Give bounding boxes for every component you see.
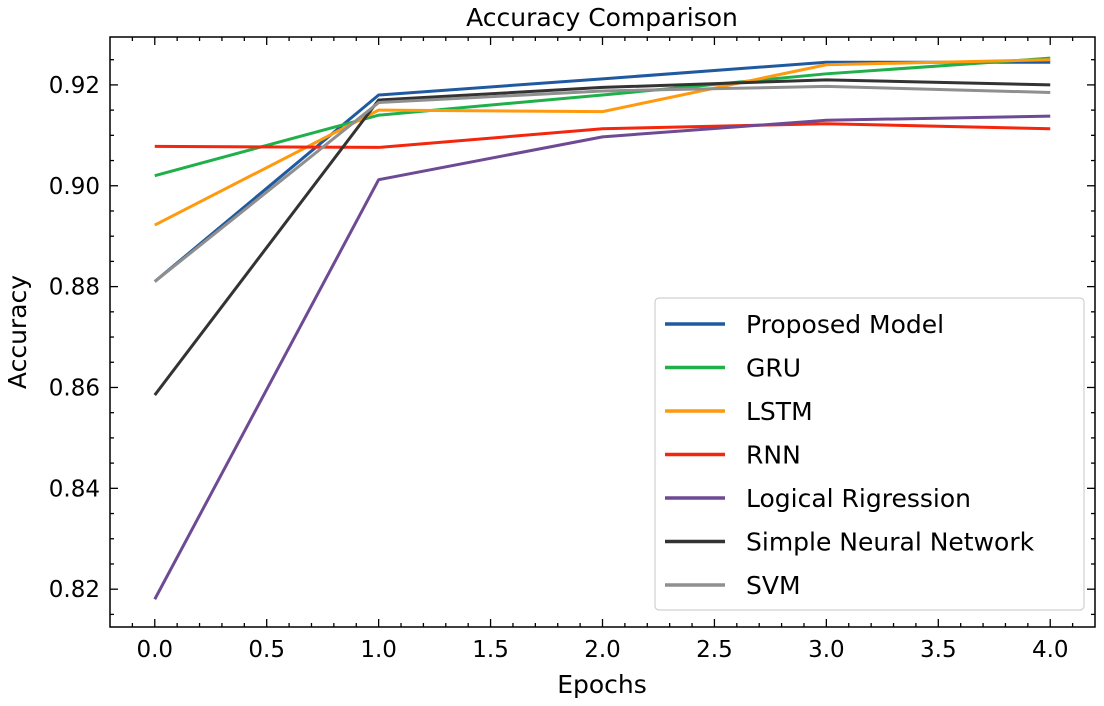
- x-tick-label: 3.5: [920, 637, 957, 663]
- legend-label-simple-neural-network: Simple Neural Network: [746, 528, 1035, 557]
- x-tick-label: 4.0: [1032, 637, 1069, 663]
- x-tick-label: 0.5: [248, 637, 285, 663]
- series-line-lstm: [154, 58, 1051, 227]
- x-tick-label: 2.0: [584, 637, 621, 663]
- series-line-logical-rigression: [153, 114, 1051, 600]
- y-tick-label: 0.92: [49, 73, 100, 99]
- legend-box: [654, 297, 1085, 611]
- legend-label-svm: SVM: [746, 571, 801, 600]
- legend-label-proposed-model: Proposed Model: [746, 310, 944, 339]
- x-tick-label: 3.0: [808, 637, 845, 663]
- y-tick-label: 0.84: [49, 476, 100, 502]
- y-tick-label: 0.82: [49, 577, 100, 603]
- plot-frame: [109, 36, 1096, 628]
- series-line-gru: [154, 56, 1051, 178]
- legend-label-logical-rigression: Logical Rigression: [746, 484, 971, 513]
- y-tick-label: 0.90: [49, 174, 100, 200]
- series-line-simple-neural-network: [153, 78, 1051, 396]
- series-line-svm: [153, 84, 1051, 283]
- y-axis-label: Accuracy: [3, 275, 32, 389]
- x-axis-label: Epochs: [557, 670, 647, 699]
- x-tick-label: 1.5: [472, 637, 509, 663]
- x-tick-label: 2.5: [696, 637, 733, 663]
- legend-label-gru: GRU: [746, 354, 801, 383]
- x-tick-label: 0.0: [136, 637, 173, 663]
- axis-ticks: 0.0 0.5 1.0 1.5 2.0 2.5 3.0 3.5 4.0 0.82 0.84 0.86 0…: [49, 37, 1095, 663]
- legend-label-rnn: RNN: [746, 441, 801, 470]
- y-tick-label: 0.86: [49, 375, 100, 401]
- y-tick-label: 0.88: [49, 275, 100, 301]
- series-line-rnn: [154, 122, 1051, 149]
- chart-title: Accuracy Comparison: [466, 3, 738, 32]
- legend-label-lstm: LSTM: [746, 397, 813, 426]
- legend: Proposed Model GRU LSTM RNN Logical Rigressi…: [654, 297, 1085, 611]
- x-tick-label: 1.0: [360, 637, 397, 663]
- series-lines: [153, 56, 1051, 600]
